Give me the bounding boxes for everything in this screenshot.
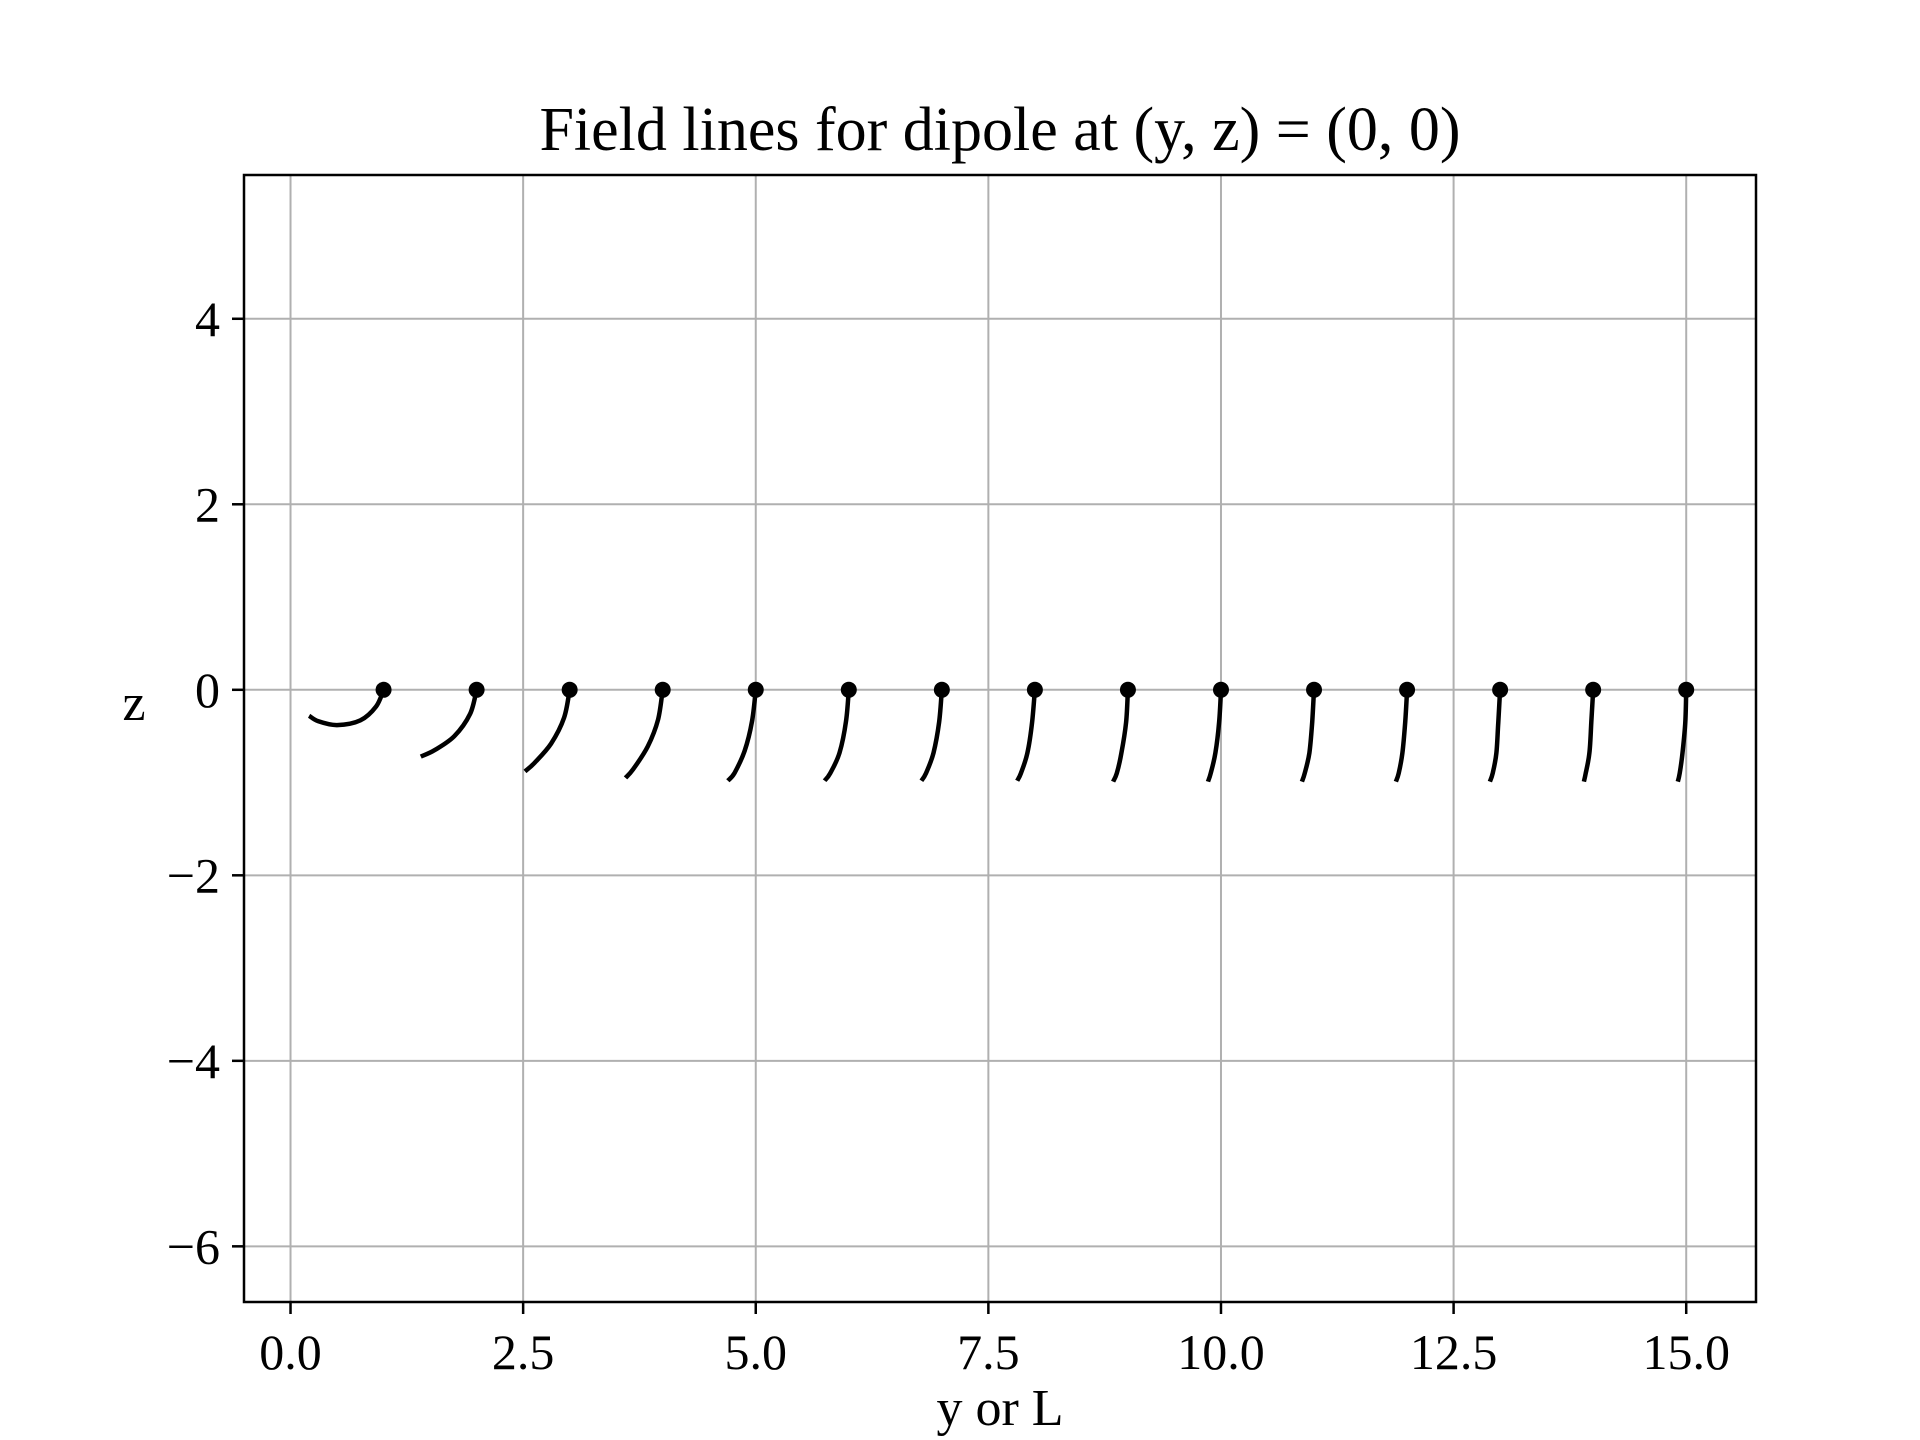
start-point	[561, 681, 578, 698]
field-line	[307, 688, 386, 728]
start-point	[1119, 681, 1136, 698]
start-point	[1678, 681, 1695, 698]
start-point	[1026, 681, 1043, 698]
chart-title: Field lines for dipole at (y, z) = (0, 0…	[539, 96, 1460, 164]
x-tick-label: 10.0	[1177, 1324, 1265, 1380]
field-line	[1393, 689, 1410, 783]
plot-frame	[242, 173, 1758, 1304]
x-axis-label: y or L	[936, 1380, 1063, 1437]
y-tick-label: −4	[167, 1033, 220, 1089]
field-line	[1581, 689, 1596, 783]
start-point	[654, 681, 671, 698]
field-line	[1015, 689, 1038, 782]
y-tick-label: −2	[167, 847, 220, 903]
field-line	[822, 689, 852, 783]
y-tick-label: 4	[195, 291, 220, 347]
y-tick-label: 2	[195, 476, 220, 532]
start-point	[1492, 681, 1509, 698]
field-line	[523, 689, 572, 774]
start-point	[840, 681, 857, 698]
start-point	[933, 681, 950, 698]
field-line	[919, 689, 945, 783]
start-point	[1399, 681, 1416, 698]
field-line	[1299, 689, 1317, 783]
axis-ticks: 0.0 2.5 5.0 7.5 10.0 12.5 15.0 −6 −4 −2 0 2 4	[167, 291, 1730, 1380]
start-point	[1212, 681, 1229, 698]
start-point	[468, 681, 485, 698]
x-tick-label: 2.5	[492, 1324, 555, 1380]
y-axis-label: z	[122, 675, 145, 732]
grid	[244, 175, 1756, 1302]
field-line	[726, 689, 759, 783]
start-point	[747, 681, 764, 698]
field-lines	[307, 688, 1689, 783]
x-tick-label: 5.0	[725, 1324, 788, 1380]
start-point	[1306, 681, 1323, 698]
start-point	[375, 681, 392, 698]
start-point	[1585, 681, 1602, 698]
start-points	[375, 681, 1695, 698]
field-line	[1111, 689, 1131, 783]
x-tick-label: 15.0	[1642, 1324, 1730, 1380]
x-tick-label: 0.0	[259, 1324, 322, 1380]
field-line	[1205, 689, 1224, 783]
field-line	[1675, 689, 1689, 783]
x-tick-label: 7.5	[957, 1324, 1020, 1380]
field-line	[623, 689, 665, 780]
field-line	[1487, 689, 1503, 783]
y-tick-label: 0	[195, 662, 220, 718]
y-tick-label: −6	[167, 1218, 220, 1274]
field-line	[419, 689, 479, 759]
x-tick-label: 12.5	[1410, 1324, 1498, 1380]
